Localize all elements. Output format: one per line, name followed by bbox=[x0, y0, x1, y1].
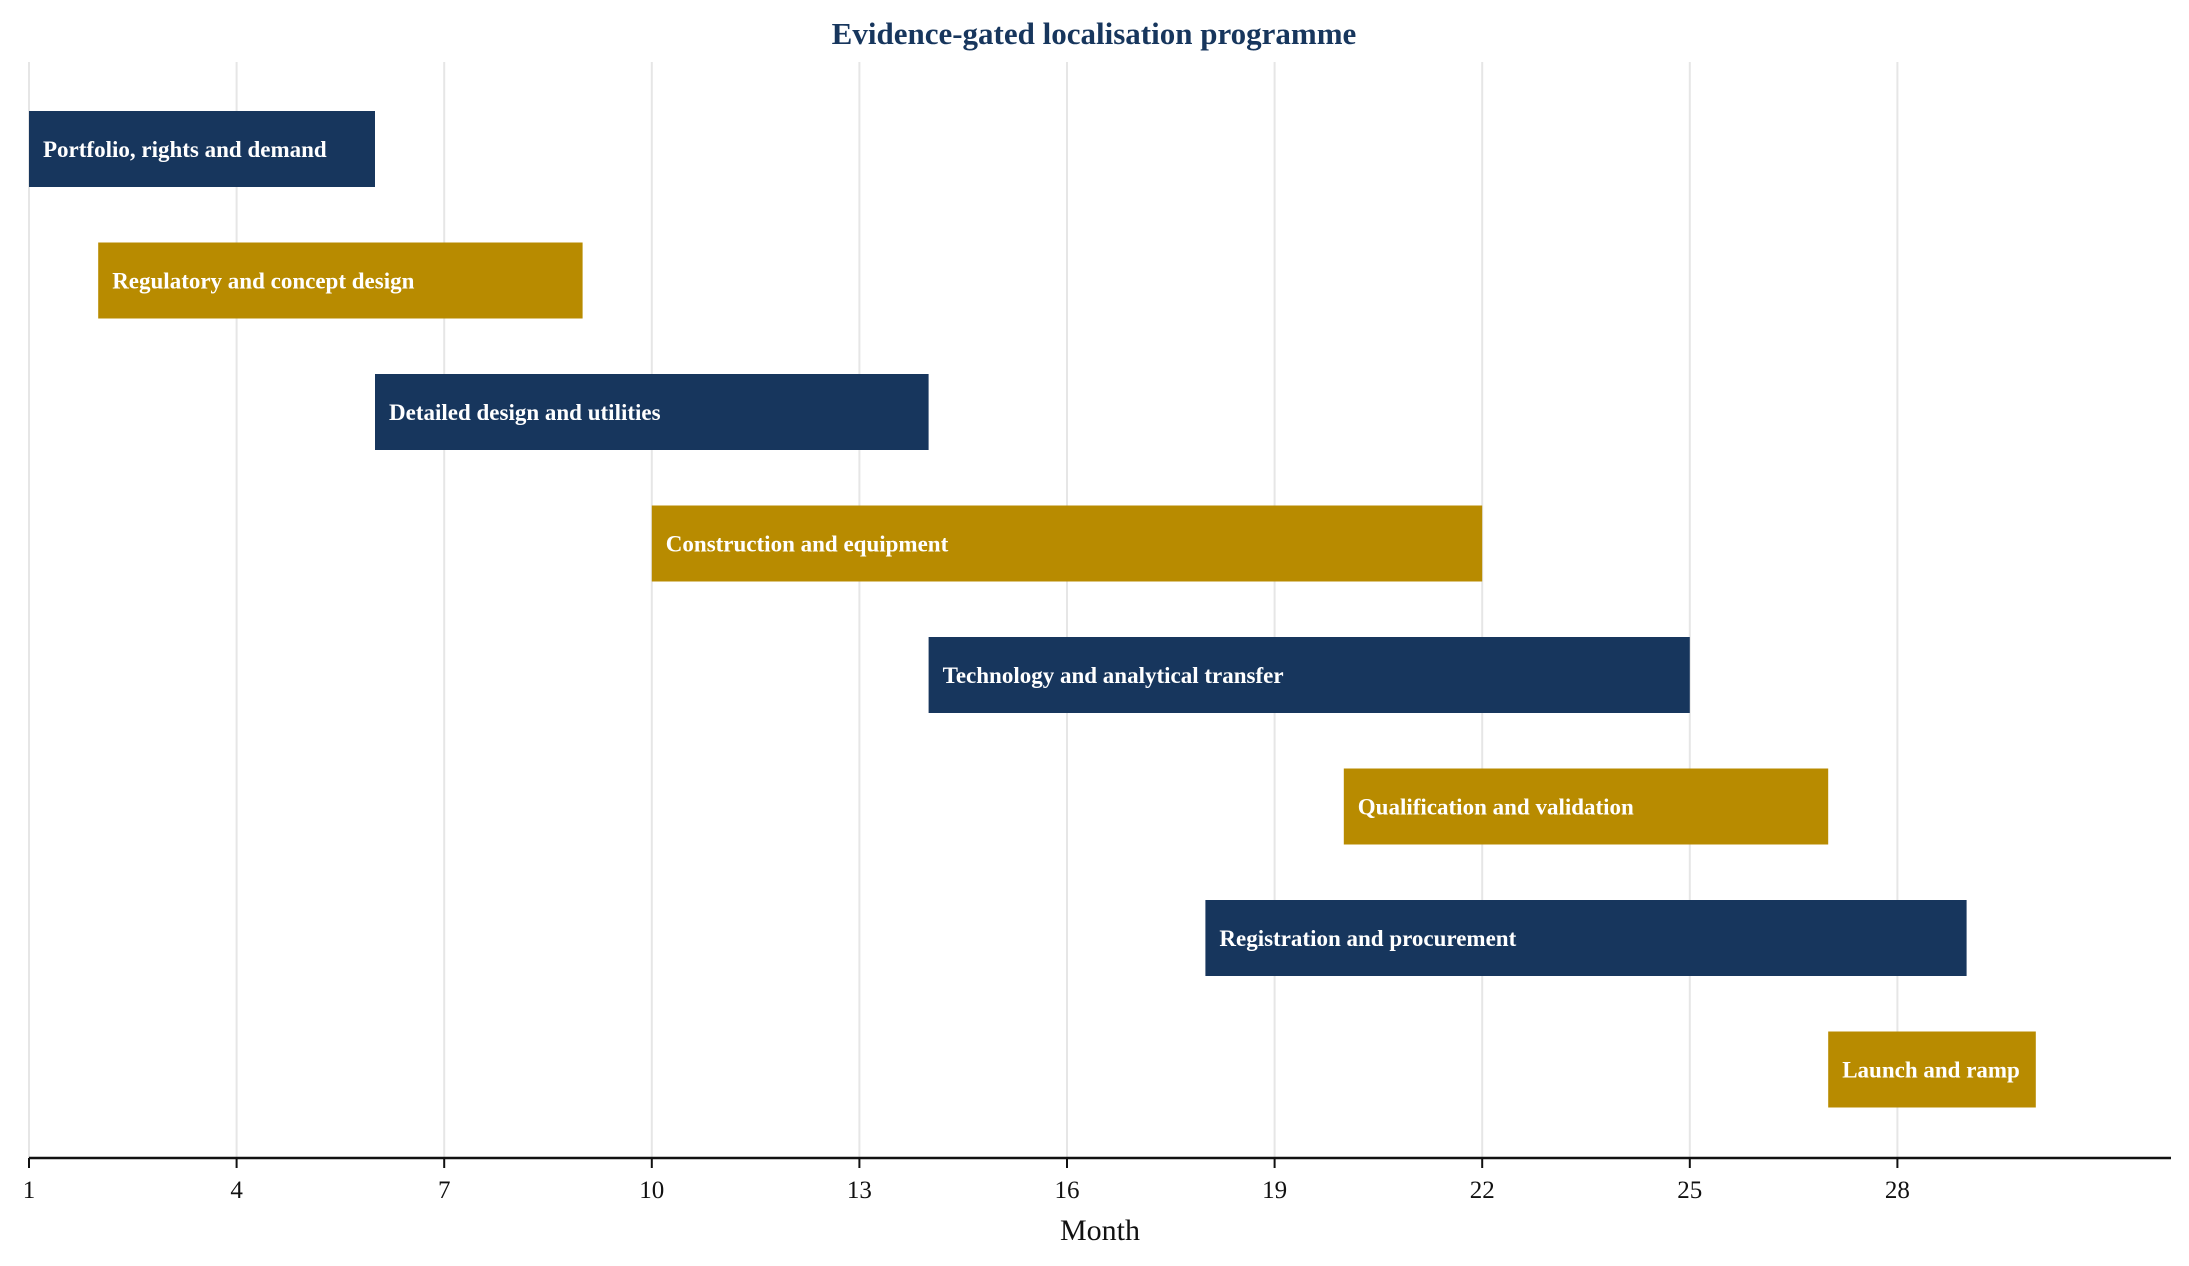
task-bar bbox=[651, 505, 1483, 582]
task-bar bbox=[375, 374, 929, 450]
task-bar bbox=[29, 111, 375, 187]
task-bar bbox=[1343, 768, 1829, 845]
task-bar-label: Regulatory and concept design bbox=[112, 269, 414, 294]
x-tick-label: 25 bbox=[1677, 1177, 1702, 1204]
grid-lines bbox=[28, 62, 1899, 1158]
x-tick-label: 7 bbox=[438, 1177, 451, 1204]
x-tick-label: 4 bbox=[230, 1177, 243, 1204]
x-tick-label: 10 bbox=[639, 1177, 664, 1204]
task-row: Qualification and validation bbox=[1343, 768, 1829, 845]
x-tick-label: 19 bbox=[1262, 1177, 1287, 1204]
task-bar-label: Qualification and validation bbox=[1358, 795, 1634, 820]
task-row: Detailed design and utilities bbox=[375, 374, 929, 450]
chart-title: Evidence-gated localisation programme bbox=[832, 16, 1357, 51]
task-row: Portfolio, rights and demand bbox=[29, 111, 375, 187]
x-tick-label: 1 bbox=[23, 1177, 36, 1204]
x-tick-label: 22 bbox=[1470, 1177, 1495, 1204]
task-bar bbox=[1205, 900, 1967, 976]
task-bar-label: Construction and equipment bbox=[666, 532, 949, 557]
x-tick-label: 16 bbox=[1055, 1177, 1080, 1204]
task-row: Regulatory and concept design bbox=[98, 242, 583, 319]
x-tick-label: 13 bbox=[847, 1177, 872, 1204]
task-bar-label: Portfolio, rights and demand bbox=[43, 137, 327, 162]
task-row: Construction and equipment bbox=[651, 505, 1483, 582]
x-axis: 1 4 7 10 13 16 19 22 25 28 bbox=[23, 1156, 2171, 1204]
task-bar bbox=[98, 242, 583, 319]
task-row: Launch and ramp bbox=[1828, 1031, 2036, 1108]
task-bar bbox=[928, 637, 1690, 713]
task-bars: Portfolio, rights and demand Regulatory a… bbox=[29, 111, 2036, 1108]
task-row: Technology and analytical transfer bbox=[928, 637, 1690, 713]
task-bar-label: Launch and ramp bbox=[1842, 1058, 2020, 1083]
task-bar-label: Registration and procurement bbox=[1219, 926, 1516, 951]
task-bar-label: Detailed design and utilities bbox=[389, 400, 661, 425]
task-bar-label: Technology and analytical transfer bbox=[943, 663, 1284, 688]
task-bar bbox=[1828, 1031, 2036, 1108]
x-tick-label: 28 bbox=[1885, 1177, 1910, 1204]
task-row: Registration and procurement bbox=[1205, 900, 1967, 976]
x-axis-label: Month bbox=[1060, 1214, 1140, 1247]
